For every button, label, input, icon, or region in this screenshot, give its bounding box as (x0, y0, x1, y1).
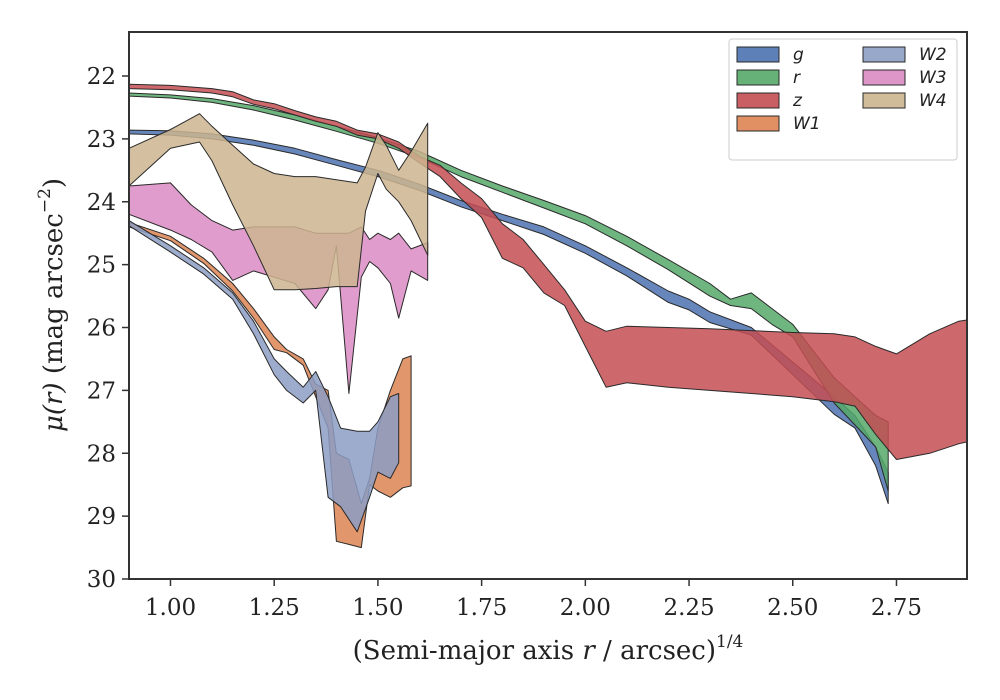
legend-swatch-g (736, 46, 780, 63)
y-tick-label: 24 (87, 190, 116, 216)
y-tick-label: 23 (87, 127, 116, 153)
legend-swatch-z (736, 92, 780, 109)
y-tick-label: 22 (87, 64, 116, 90)
band-w4 (128, 113, 429, 291)
legend-label-w4: W4 (919, 91, 947, 111)
band-r (128, 92, 889, 492)
legend-label-z: z (792, 91, 803, 111)
x-tick-label: 1.75 (456, 595, 507, 621)
legend-label-w2: W2 (919, 45, 947, 65)
profile-bands (128, 83, 968, 549)
legend-label-w3: W3 (919, 68, 947, 88)
y-axis-label: μ(r) (mag arcsec−2) (35, 178, 69, 432)
x-axis-ticks: 1.00 1.25 1.50 1.75 2.00 2.25 2.50 2.75 (145, 579, 922, 621)
y-tick-label: 28 (87, 441, 116, 467)
x-tick-label: 1.00 (145, 595, 196, 621)
legend-swatch-w4 (862, 92, 906, 109)
y-axis-ticks: 22 23 24 25 26 27 28 29 30 (87, 64, 129, 593)
y-tick-label: 27 (87, 378, 116, 404)
y-tick-label: 26 (87, 316, 116, 342)
legend-label-w1: W1 (793, 114, 821, 134)
x-axis-label: (Semi-major axis r / arcsec)1/4 (353, 632, 744, 666)
x-tick-label: 2.25 (663, 595, 714, 621)
band-w2 (128, 220, 400, 533)
x-tick-label: 2.75 (871, 595, 922, 621)
legend-box (728, 38, 958, 161)
y-tick-label: 30 (87, 567, 116, 593)
y-tick-label: 25 (87, 253, 116, 279)
x-tick-label: 2.50 (767, 595, 818, 621)
legend-label-r: r (793, 68, 801, 88)
y-tick-label: 29 (87, 504, 116, 530)
x-tick-label: 1.25 (249, 595, 300, 621)
legend-swatch-r (736, 69, 780, 86)
x-tick-label: 2.00 (560, 595, 611, 621)
plot-frame (128, 31, 968, 580)
legend-swatch-w3 (862, 69, 906, 86)
legend: grz W1 W2 W3 W4 (728, 38, 958, 161)
legend-swatch-w1 (736, 115, 780, 132)
legend-label-g: g (793, 45, 804, 65)
legend-swatch-w2 (862, 46, 906, 63)
x-tick-label: 1.50 (352, 595, 403, 621)
